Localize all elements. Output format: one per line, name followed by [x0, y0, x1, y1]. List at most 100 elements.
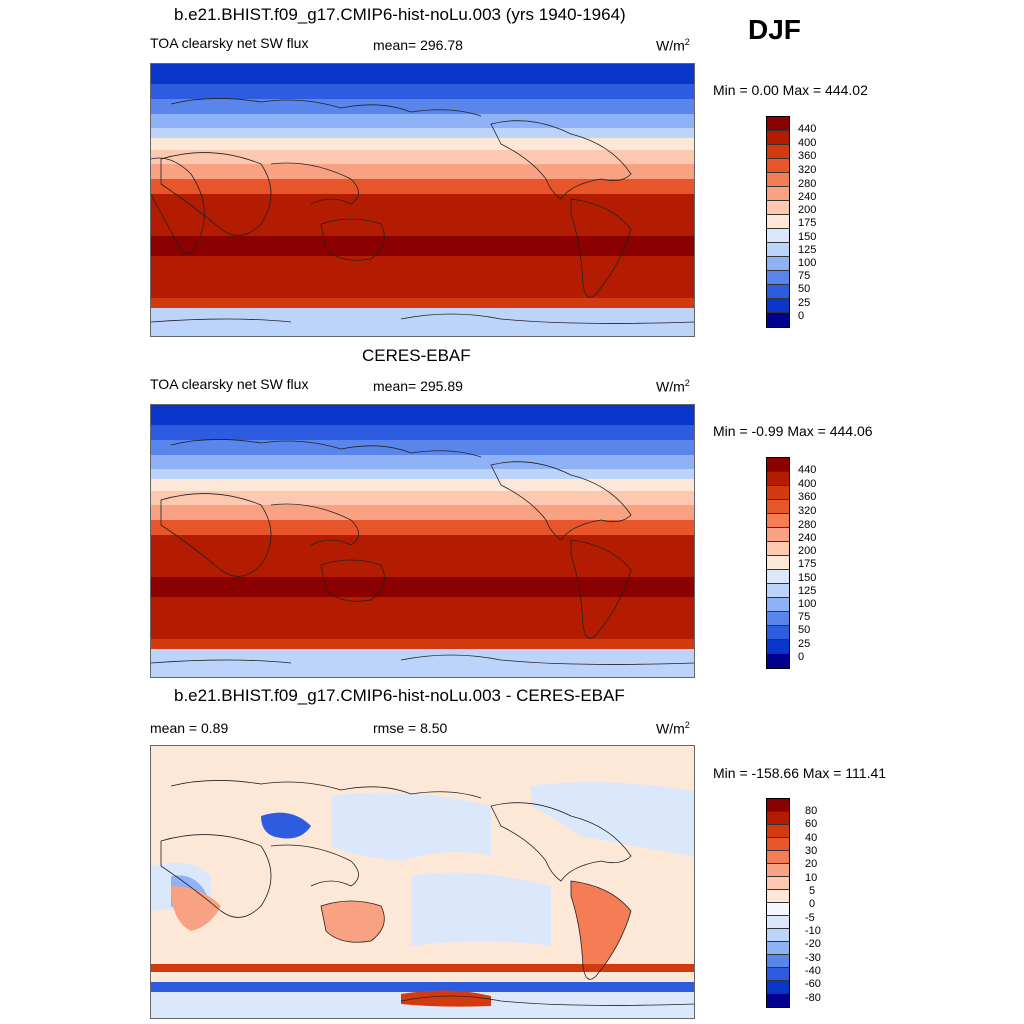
panel2-colorbar-swatch: [767, 514, 789, 528]
panel3-tick: 40: [805, 832, 818, 844]
panel3-tick: -20: [805, 938, 821, 950]
panel3-colorbar-swatch: [767, 968, 789, 981]
panel1-tick: 280: [798, 178, 817, 190]
panel1-tick: 75: [798, 270, 811, 282]
panel2-colorbar-swatch: [767, 626, 789, 640]
panel3-colorbar-swatch: [767, 825, 789, 838]
panel3-tick: 0: [809, 898, 816, 910]
panel3-colorbar-swatch: [767, 812, 789, 825]
panel1-colorbar-swatch: [767, 201, 789, 215]
panel3-colorbar-swatch: [767, 838, 789, 851]
panel2-title: CERES-EBAF: [362, 346, 471, 365]
panel2-map-canvas: [151, 405, 694, 677]
panel3-colorbar-swatch: [767, 864, 789, 877]
panel2-colorbar-swatch: [767, 612, 789, 626]
panel1-colorbar-swatch: [767, 215, 789, 229]
panel3-minmax-label: Min = -158.66 Max = 111.41: [713, 765, 887, 781]
panel3-colorbar-swatch: [767, 903, 789, 916]
panel2-units-label: W/m2: [656, 378, 690, 395]
panel3-colorbar-swatch: [767, 916, 789, 929]
panel1-tick: 50: [798, 283, 811, 295]
panel1-map-canvas: [151, 64, 694, 336]
panel2-mean-label: mean= 295.89: [373, 378, 463, 394]
panel1-tick: 100: [798, 257, 817, 269]
panel3-map-canvas: [151, 746, 694, 1018]
panel2-tick: 100: [798, 598, 817, 610]
panel2-colorbar-swatch: [767, 542, 789, 556]
panel2-tick: 240: [798, 532, 817, 544]
panel2-colorbar-swatch: [767, 500, 789, 514]
panel1-colorbar-swatch: [767, 229, 789, 243]
panel3-colorbar: [766, 798, 790, 1008]
panel3-map: [150, 745, 695, 1019]
panel1-colorbar-swatch: [767, 243, 789, 257]
panel1-colorbar-swatch: [767, 159, 789, 173]
panel1-tick: 440: [798, 123, 817, 135]
panel1-units-label: W/m2: [656, 37, 690, 54]
panel2-colorbar-swatch: [767, 486, 789, 500]
panel1-tick: 150: [798, 231, 817, 243]
panel1-tick: 320: [798, 164, 817, 176]
panel2-tick: 400: [798, 478, 817, 490]
panel1-colorbar: [766, 116, 790, 328]
panel2-tick: 320: [798, 505, 817, 517]
panel3-colorbar-swatch: [767, 799, 789, 812]
panel3-title: b.e21.BHIST.f09_g17.CMIP6-hist-noLu.003 …: [174, 686, 625, 705]
panel1-minmax-label: Min = 0.00 Max = 444.02: [713, 82, 868, 98]
panel1-tick: 0: [798, 310, 805, 322]
panel3-tick: -5: [805, 912, 815, 924]
panel3-rmse-label: rmse = 8.50: [373, 720, 448, 736]
panel1-mean-label: mean= 296.78: [373, 37, 463, 53]
panel2-colorbar: [766, 457, 790, 669]
panel1-colorbar-swatch: [767, 173, 789, 187]
panel2-tick: 200: [798, 545, 817, 557]
panel2-colorbar-swatch: [767, 598, 789, 612]
panel2-colorbar-swatch: [767, 654, 789, 668]
panel3-tick: -40: [805, 965, 821, 977]
panel1-map: [150, 63, 695, 337]
panel2-tick: 25: [798, 638, 811, 650]
panel1-tick: 25: [798, 297, 811, 309]
panel1-colorbar-swatch: [767, 271, 789, 285]
panel1-tick: 400: [798, 137, 817, 149]
panel1-tick: 240: [798, 191, 817, 203]
panel3-tick: 5: [809, 885, 816, 897]
panel3-tick: -80: [805, 992, 821, 1004]
panel3-tick: 10: [805, 872, 818, 884]
panel3-mean-label: mean = 0.89: [150, 720, 229, 736]
panel1-colorbar-swatch: [767, 145, 789, 159]
panel3-tick: 30: [805, 845, 818, 857]
panel2-tick: 440: [798, 464, 817, 476]
panel1-colorbar-swatch: [767, 285, 789, 299]
panel1-colorbar-swatch: [767, 131, 789, 145]
panel3-tick: 20: [805, 858, 818, 870]
panel2-tick: 280: [798, 519, 817, 531]
panel3-colorbar-swatch: [767, 981, 789, 994]
panel2-colorbar-swatch: [767, 640, 789, 654]
panel2-tick: 50: [798, 624, 811, 636]
panel2-colorbar-swatch: [767, 584, 789, 598]
panel2-tick: 75: [798, 611, 811, 623]
panel2-tick: 125: [798, 585, 817, 597]
panel3-colorbar-swatch: [767, 929, 789, 942]
panel1-tick: 360: [798, 150, 817, 162]
panel2-colorbar-swatch: [767, 556, 789, 570]
panel1-colorbar-swatch: [767, 117, 789, 131]
panel2-map: [150, 404, 695, 678]
panel2-tick: 360: [798, 491, 817, 503]
panel1-colorbar-swatch: [767, 187, 789, 201]
panel3-tick: 60: [805, 818, 818, 830]
panel3-colorbar-swatch: [767, 877, 789, 890]
panel2-variable-label: TOA clearsky net SW flux: [150, 376, 309, 392]
season-label: DJF: [748, 14, 801, 45]
panel1-tick: 175: [798, 217, 817, 229]
panel1-colorbar-swatch: [767, 257, 789, 271]
panel2-colorbar-swatch: [767, 570, 789, 584]
panel3-colorbar-swatch: [767, 942, 789, 955]
panel2-tick: 150: [798, 572, 817, 584]
panel3-tick: 80: [805, 805, 818, 817]
panel1-tick: 125: [798, 244, 817, 256]
panel2-minmax-label: Min = -0.99 Max = 444.06: [713, 423, 873, 439]
panel1-colorbar-swatch: [767, 299, 789, 313]
panel3-colorbar-swatch: [767, 851, 789, 864]
